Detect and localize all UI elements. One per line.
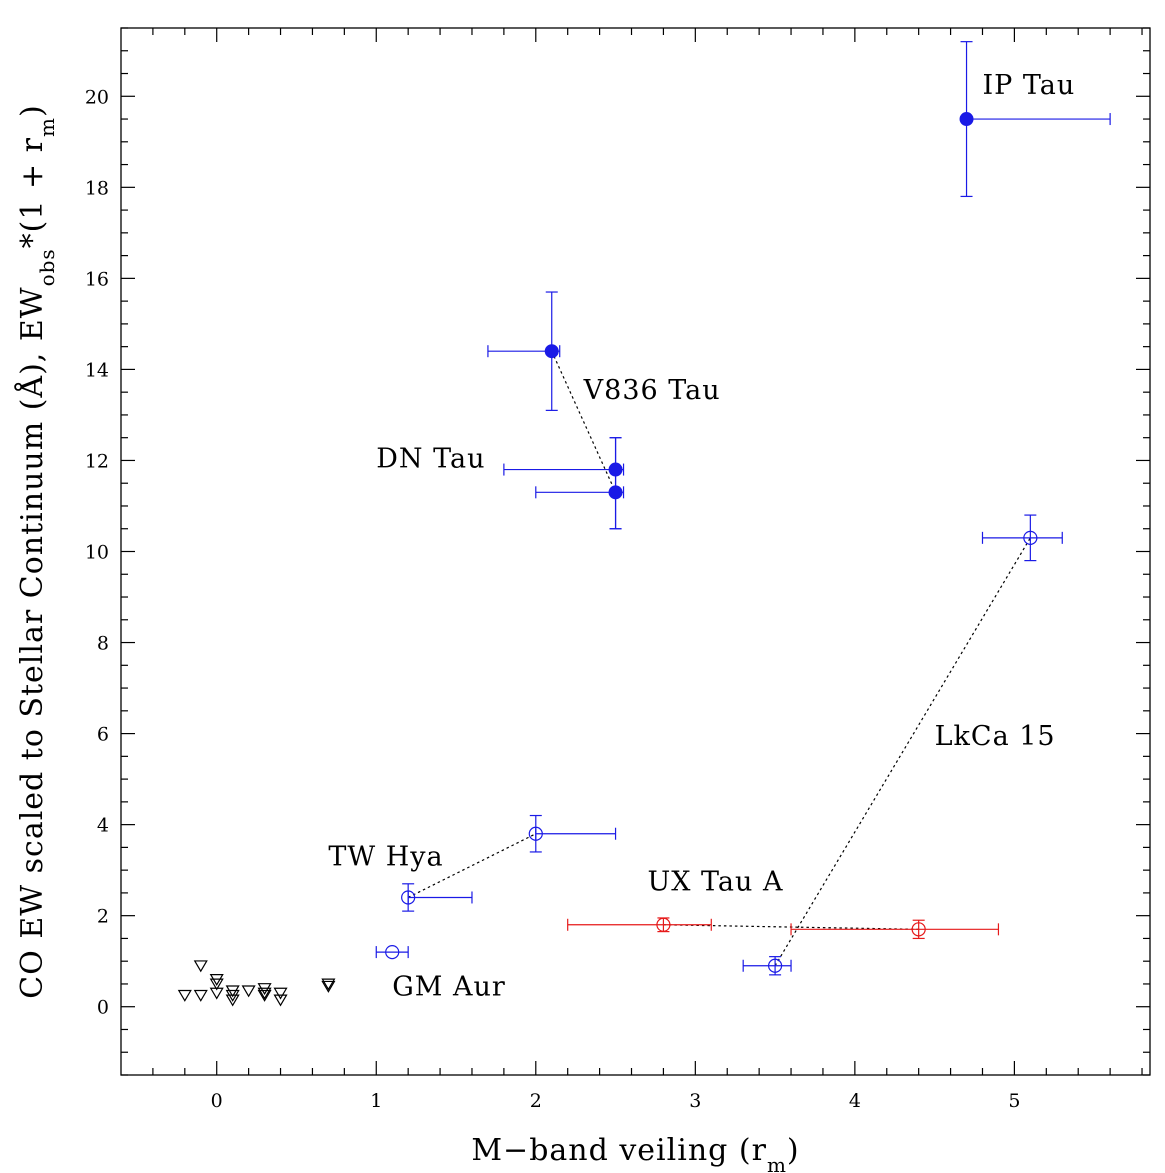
connector-line	[407, 833, 537, 899]
upper-limit-triangle	[273, 987, 288, 1000]
y-tick-label: 16	[85, 268, 109, 290]
star-label: UX Tau A	[647, 867, 783, 898]
star-label: TW Hya	[328, 842, 443, 873]
y-tick-labels: 0 2 4 6 8 10 12 14 16 18 20	[85, 86, 109, 1018]
open-circle-point	[1023, 530, 1038, 545]
x-tick-label: 3	[689, 1090, 701, 1112]
x-axis-title-sub: m	[767, 1153, 787, 1173]
error-bars	[375, 41, 1111, 976]
upper-limit-triangle	[321, 980, 336, 993]
y-tick-label: 2	[97, 906, 109, 928]
x-tick-label: 0	[211, 1090, 223, 1112]
y-tick-label: 20	[85, 86, 109, 108]
y-tick-label: 8	[97, 633, 109, 655]
star-label: IP Tau	[982, 70, 1075, 101]
star-label: DN Tau	[376, 443, 485, 474]
open-circle-point	[656, 917, 671, 932]
star-label: GM Aur	[392, 971, 506, 1002]
upper-limit-triangle	[321, 978, 336, 991]
filled-circle-point	[608, 462, 623, 477]
x-axis-title: M−band veiling (rm)	[471, 1133, 799, 1173]
y-tick-label: 14	[85, 359, 109, 381]
upper-limit-triangle	[273, 994, 288, 1007]
star-label: LkCa 15	[935, 721, 1056, 752]
x-tick-labels: 0 1 2 3 4 5	[211, 1090, 1021, 1112]
y-tick-label: 18	[85, 177, 109, 199]
x-tick-label: 2	[530, 1090, 542, 1112]
open-circle-point	[528, 826, 543, 841]
x-tick-label: 4	[849, 1090, 861, 1112]
connector-line	[551, 350, 617, 493]
y-axis-title-mid: *(1 + r	[15, 137, 50, 248]
star-labels: IP Tau V836 Tau DN Tau LkCa 15 TW Hya UX Tau …	[328, 70, 1075, 1002]
open-circle-point	[385, 944, 400, 960]
upper-limit-triangle	[177, 989, 192, 1002]
y-axis-title-end: )	[15, 104, 50, 117]
y-axis-title-main: CO EW scaled to Stellar Continuum (Å), E…	[14, 286, 50, 998]
filled-circle-point	[959, 112, 974, 127]
y-tick-label: 6	[97, 724, 109, 746]
upper-limit-triangle	[209, 978, 224, 991]
data-markers	[177, 112, 1038, 1007]
star-label: V836 Tau	[583, 375, 721, 406]
y-tick-label: 0	[97, 997, 109, 1019]
y-tick-label: 10	[85, 542, 109, 564]
y-tick-label: 4	[97, 815, 109, 837]
open-circle-point	[401, 890, 416, 905]
axis-ticks	[121, 27, 1150, 1076]
upper-limit-triangle	[209, 987, 224, 1000]
filled-circle-point	[608, 485, 623, 500]
upper-limit-triangle	[193, 960, 208, 973]
x-tick-label: 1	[370, 1090, 382, 1112]
upper-limit-triangle	[241, 985, 256, 998]
filled-circle-point	[544, 344, 559, 359]
connector-line	[774, 537, 1031, 967]
open-circle-point	[767, 958, 783, 973]
y-tick-label: 12	[85, 450, 109, 472]
y-axis-title: CO EW scaled to Stellar Continuum (Å), E…	[14, 104, 59, 998]
upper-limit-triangle	[225, 994, 240, 1007]
x-axis-title-main: M−band veiling (r	[471, 1133, 767, 1168]
x-axis-title-end: )	[787, 1133, 800, 1168]
plot-frame	[120, 27, 1151, 1076]
upper-limit-triangle	[257, 989, 272, 1002]
upper-limit-triangle	[257, 987, 272, 1000]
open-circle-point	[911, 922, 926, 937]
x-tick-label: 5	[1008, 1090, 1020, 1112]
y-axis-title-sub2: m	[35, 117, 59, 137]
upper-limit-triangle	[193, 989, 208, 1002]
y-axis-title-sub1: obs	[35, 248, 59, 286]
